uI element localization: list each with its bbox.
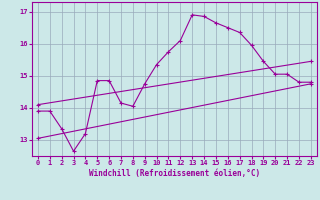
X-axis label: Windchill (Refroidissement éolien,°C): Windchill (Refroidissement éolien,°C) — [89, 169, 260, 178]
